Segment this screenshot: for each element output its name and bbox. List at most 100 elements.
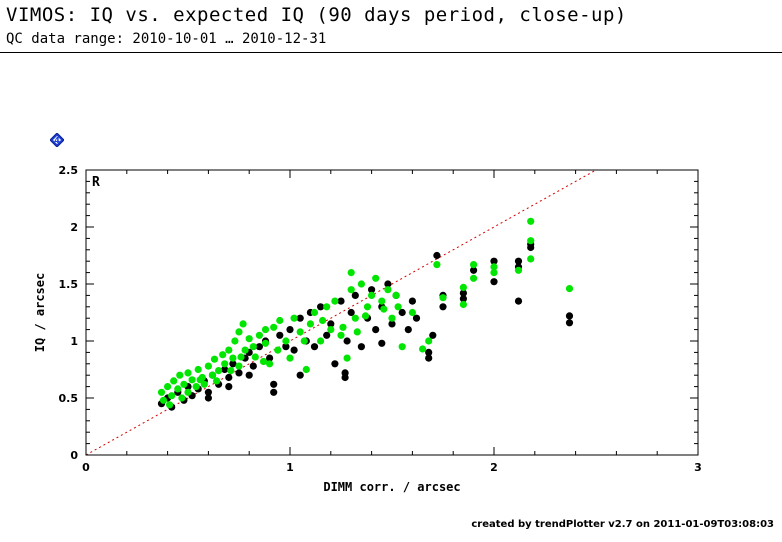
data-point-series-1 — [527, 243, 535, 252]
data-point-series-2 — [159, 396, 168, 404]
data-point-series-1 — [565, 312, 574, 320]
data-point-series-1 — [425, 348, 433, 356]
data-point-series-1 — [225, 373, 233, 382]
data-point-series-1 — [398, 308, 406, 317]
data-point-series-2 — [176, 371, 184, 379]
data-point-series-2 — [210, 355, 219, 363]
data-point-series-2 — [286, 354, 294, 362]
data-point-series-2 — [170, 377, 178, 385]
data-point-series-2 — [188, 376, 196, 384]
data-point-series-1 — [341, 369, 349, 377]
info-diamond-icon[interactable]: 4 — [50, 133, 64, 147]
data-point-series-2 — [384, 286, 392, 294]
data-point-series-2 — [270, 323, 278, 331]
data-point-series-2 — [327, 326, 335, 334]
data-point-series-1 — [439, 303, 447, 311]
data-point-series-2 — [392, 291, 400, 299]
data-point-series-1 — [343, 337, 351, 345]
data-point-series-2 — [164, 383, 172, 391]
data-point-series-2 — [255, 331, 263, 339]
y-tick-label: 0.5 — [59, 392, 79, 405]
data-point-series-2 — [368, 291, 376, 299]
data-point-series-1 — [245, 371, 253, 379]
data-point-series-2 — [261, 339, 270, 347]
data-point-series-1 — [204, 394, 212, 402]
data-point-series-1 — [384, 280, 392, 288]
data-point-series-2 — [157, 388, 166, 396]
data-point-series-1 — [357, 343, 365, 351]
data-point-series-1 — [514, 297, 523, 305]
data-point-series-1 — [470, 266, 478, 274]
data-point-series-1 — [351, 291, 359, 299]
data-point-series-2 — [357, 280, 365, 288]
data-point-series-2 — [231, 337, 239, 345]
data-point-series-2 — [225, 346, 233, 354]
data-point-series-1 — [235, 369, 243, 377]
data-point-series-2 — [213, 377, 221, 385]
data-point-series-2 — [394, 303, 402, 311]
data-point-series-2 — [514, 266, 523, 274]
data-point-series-2 — [300, 337, 308, 345]
data-point-series-1 — [459, 295, 467, 303]
data-point-series-2 — [261, 326, 270, 334]
data-point-series-1 — [286, 326, 294, 334]
data-point-series-2 — [178, 394, 186, 402]
data-point-series-1 — [347, 308, 355, 317]
data-point-series-2 — [408, 308, 416, 317]
data-point-series-2 — [184, 369, 192, 377]
data-point-series-2 — [241, 346, 249, 354]
data-point-series-2 — [266, 360, 274, 368]
data-point-series-2 — [378, 297, 386, 305]
y-axis-label: IQ / arcsec — [33, 273, 47, 352]
reference-line — [85, 169, 597, 456]
data-point-series-1 — [282, 343, 290, 351]
data-point-series-2 — [361, 312, 370, 320]
data-point-series-2 — [347, 269, 355, 277]
footer-credit: created by trendPlotter v2.7 on 2011-01-… — [471, 519, 774, 530]
data-point-series-2 — [331, 297, 339, 305]
data-point-series-2 — [276, 316, 284, 325]
data-point-series-2 — [237, 353, 245, 361]
plot-frame — [85, 169, 699, 456]
data-point-series-1 — [388, 320, 396, 328]
data-point-series-2 — [398, 343, 406, 351]
data-point-series-1 — [514, 257, 523, 265]
data-point-series-2 — [470, 261, 478, 269]
y-tick-label: 2.5 — [59, 164, 79, 177]
data-point-series-2 — [339, 323, 347, 331]
data-point-series-1 — [372, 326, 380, 334]
data-point-series-1 — [296, 371, 304, 379]
data-point-series-2 — [166, 401, 174, 409]
data-point-series-2 — [302, 365, 310, 374]
data-point-series-2 — [194, 365, 202, 374]
data-point-series-1 — [270, 380, 278, 388]
data-point-series-2 — [419, 345, 427, 353]
data-point-series-2 — [565, 285, 574, 293]
x-tick-label: 1 — [286, 461, 294, 474]
data-point-series-1 — [221, 365, 229, 374]
data-point-series-2 — [239, 320, 247, 328]
y-tick-label: 1 — [70, 335, 78, 348]
data-point-series-2 — [221, 360, 229, 368]
data-point-series-2 — [388, 314, 396, 322]
data-point-series-2 — [527, 255, 535, 263]
data-point-series-1 — [255, 343, 263, 351]
x-axis-label: DIMM corr. / arcsec — [323, 480, 460, 494]
data-point-series-1 — [408, 297, 416, 305]
data-point-series-1 — [565, 319, 574, 327]
data-point-series-2 — [251, 353, 259, 361]
data-point-series-1 — [425, 354, 433, 362]
data-point-series-2 — [439, 294, 447, 302]
data-point-series-2 — [527, 237, 535, 245]
data-point-series-2 — [215, 367, 223, 375]
data-point-series-2 — [219, 351, 227, 359]
data-point-series-2 — [192, 383, 200, 391]
page-subtitle: QC data range: 2010-10-01 … 2010-12-31 — [6, 31, 327, 47]
data-point-series-1 — [323, 331, 331, 339]
data-point-series-2 — [235, 328, 243, 336]
data-point-series-1 — [368, 286, 376, 294]
data-point-series-1 — [490, 257, 498, 265]
data-point-series-1 — [331, 360, 339, 368]
data-point-series-1 — [204, 388, 212, 396]
data-point-series-1 — [327, 320, 335, 328]
